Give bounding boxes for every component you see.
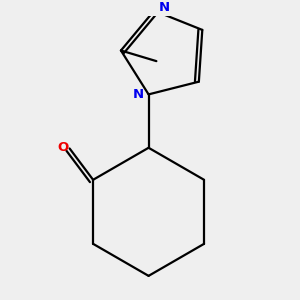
Text: N: N [158,1,170,14]
Text: O: O [57,141,68,154]
Text: N: N [133,88,144,101]
